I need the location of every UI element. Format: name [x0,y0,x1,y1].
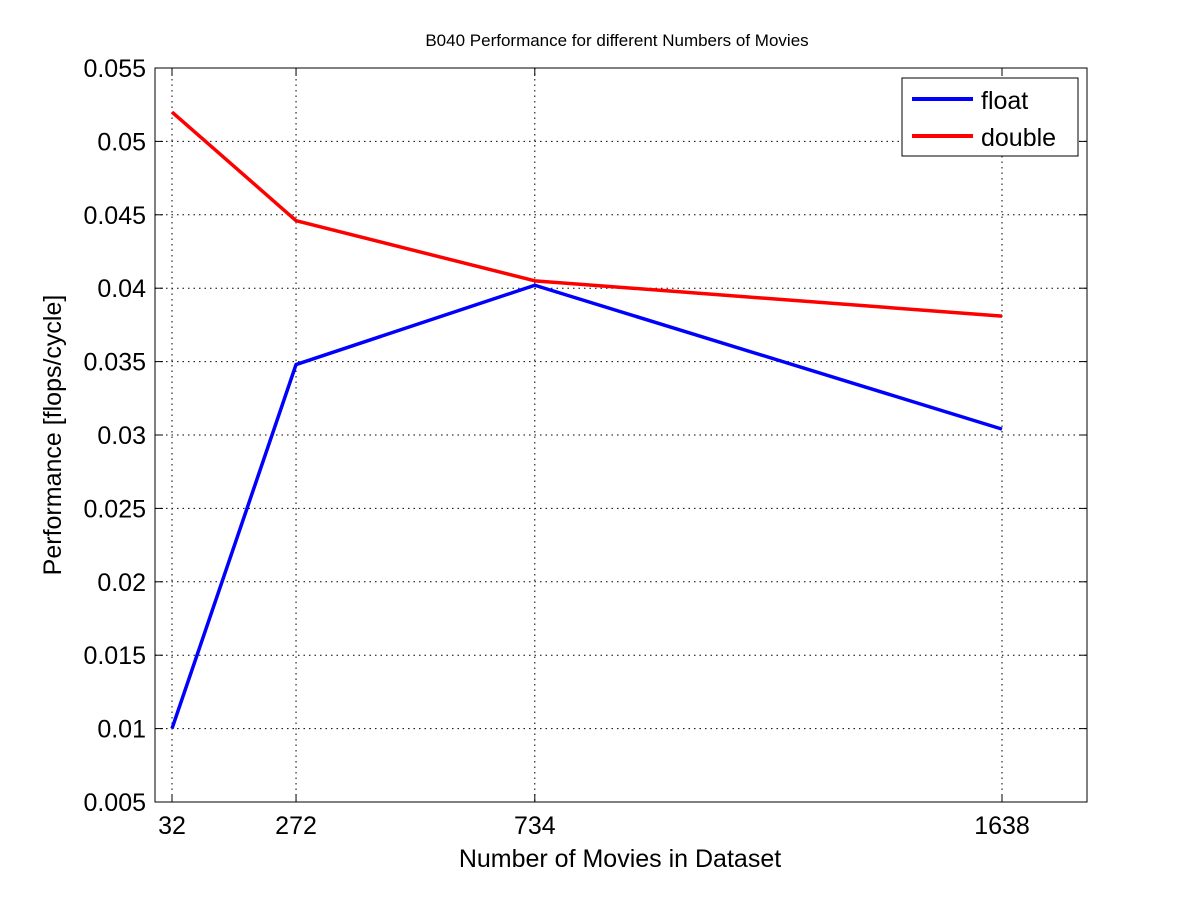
x-tick-label: 1638 [974,812,1030,840]
y-axis-tick-labels: 0.005 0.01 0.015 0.02 0.025 0.03 0.035 0.04 0.04… [83,55,146,817]
y-tick-label: 0.035 [83,349,146,377]
legend: float double [901,77,1079,157]
x-tick-label: 734 [514,812,556,840]
legend-label-float: float [981,87,1028,115]
y-tick-label: 0.005 [83,789,146,817]
y-tick-label: 0.025 [83,495,146,523]
y-tick-label: 0.05 [97,128,146,156]
x-axis-tick-labels: 32 272 734 1638 [158,812,1030,840]
chart-title: B040 Performance for different Numbers o… [425,31,808,50]
grid-lines [155,68,1087,802]
series-line-float [170,283,1003,730]
y-tick-label: 0.015 [83,642,146,670]
series-line-double [170,110,1003,318]
y-tick-label: 0.03 [97,422,146,450]
axis-ticks [155,67,1087,803]
x-tick-label: 272 [275,812,317,840]
y-tick-label: 0.04 [97,275,146,303]
y-tick-label: 0.045 [83,202,146,230]
legend-box [901,77,1079,157]
y-tick-label: 0.055 [83,55,146,83]
y-tick-label: 0.01 [97,716,146,744]
x-axis-label: Number of Movies in Dataset [459,845,781,873]
x-tick-label: 32 [158,812,186,840]
y-axis-label: Performance [flops/cycle] [39,295,67,576]
data-series [170,110,1003,730]
y-tick-label: 0.02 [97,569,146,597]
legend-label-double: double [981,124,1056,152]
